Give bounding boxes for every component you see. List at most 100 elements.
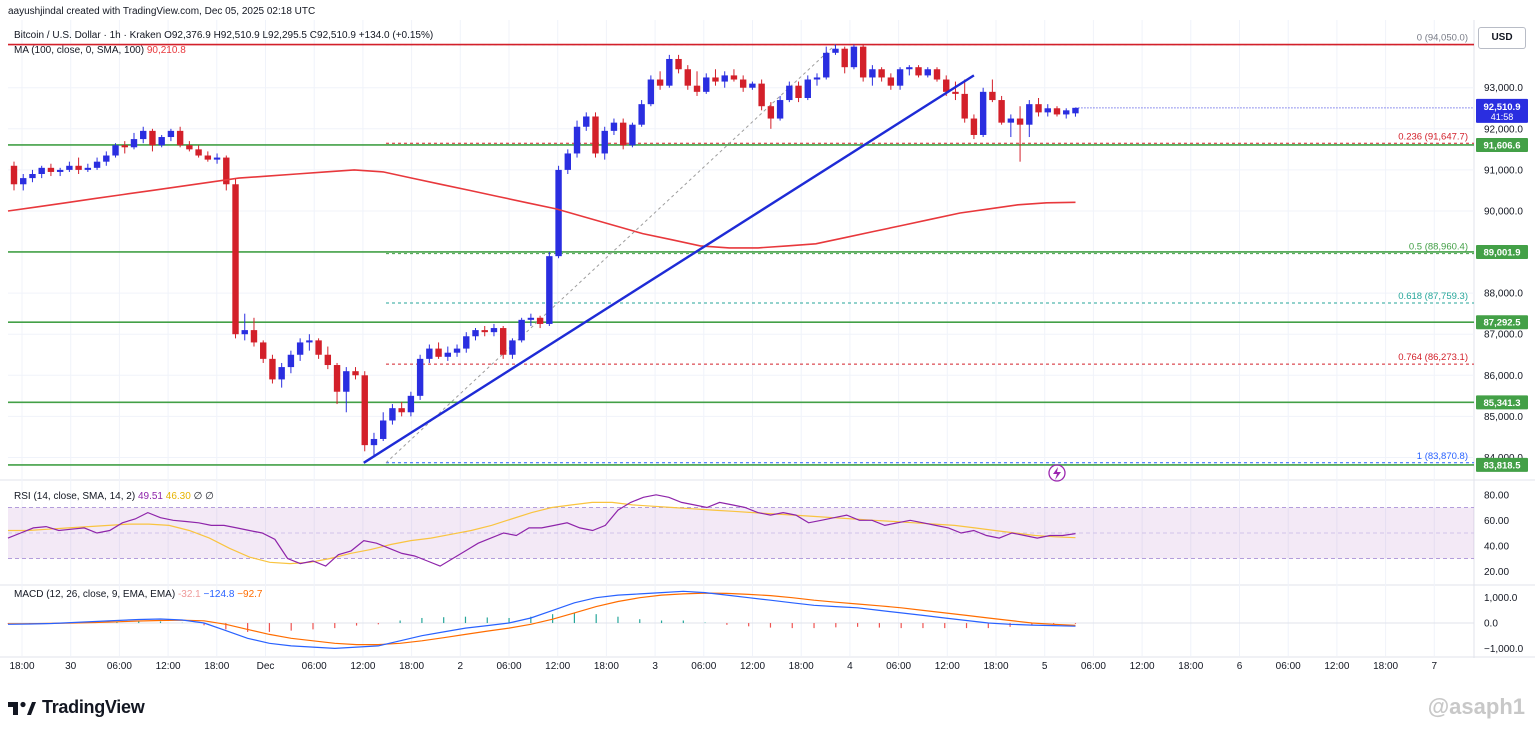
candle-body <box>573 126 581 154</box>
candle-body <box>444 352 452 357</box>
time-axis-tick-label: 3 <box>652 661 658 672</box>
candle-body <box>416 358 424 396</box>
time-axis-tick-label: 4 <box>847 661 853 672</box>
candle-body <box>93 161 101 168</box>
candle-body <box>140 130 147 140</box>
candle-body <box>730 75 738 80</box>
ma-legend: MA (100, close, 0, SMA, 100) 90,210.8 <box>14 45 186 56</box>
candle-body <box>250 330 258 343</box>
macd-axis-tick-label: −1,000.0 <box>1484 644 1524 655</box>
tradingview-logo[interactable]: TradingView <box>8 697 145 718</box>
fib-label-0.618: 0.618 (87,759.3) <box>1398 291 1468 302</box>
candle-body <box>924 69 931 76</box>
macd-label: MACD (12, 26, close, 9, EMA, EMA) <box>14 589 176 600</box>
candle-body <box>527 317 535 320</box>
candle-body <box>693 85 701 92</box>
candle-body <box>186 145 193 150</box>
candle-body <box>1063 110 1070 115</box>
time-axis-tick-label: 06:00 <box>302 661 327 672</box>
candle-body <box>453 348 461 353</box>
time-axis-tick-label: 30 <box>65 661 77 672</box>
time-axis-tick-label: 12:00 <box>545 661 570 672</box>
candle-body <box>739 79 747 88</box>
time-axis-tick-label: 06:00 <box>1081 661 1106 672</box>
level-price-tag-label: 87,292.5 <box>1484 318 1522 329</box>
candle-body <box>47 167 55 172</box>
symbol-title: Bitcoin / U.S. Dollar · 1h · Kraken <box>14 30 162 41</box>
candle-body <box>195 149 202 156</box>
time-axis-tick-label: 18:00 <box>1373 661 1398 672</box>
time-axis-tick-label: 18:00 <box>789 661 814 672</box>
watermark-text: @asaph1 <box>1427 694 1525 719</box>
candle-body <box>389 408 396 421</box>
candle-body <box>601 130 608 154</box>
candle-body <box>813 77 821 80</box>
price-axis-tick-label: 87,000.0 <box>1484 330 1523 341</box>
candle-body <box>776 100 784 119</box>
bar-countdown-label: 41:58 <box>1491 112 1514 122</box>
candle-body <box>103 155 110 162</box>
candle-body <box>333 365 341 392</box>
price-axis-tick-label: 92,000.0 <box>1484 124 1523 135</box>
candle-body <box>315 340 322 355</box>
rsi-axis-tick-label: 40.00 <box>1484 541 1509 552</box>
candle-body <box>1044 108 1051 113</box>
candle-body <box>703 77 710 92</box>
time-axis-tick-label: 12:00 <box>156 661 181 672</box>
candle-body <box>130 139 138 148</box>
candle-body <box>841 48 848 68</box>
price-axis-tick-label: 93,000.0 <box>1484 83 1523 94</box>
candle-body <box>499 328 507 355</box>
candle-body <box>998 100 1005 123</box>
level-price-tag-label: 91,606.6 <box>1484 140 1521 151</box>
candle-body <box>343 371 350 392</box>
level-price-tag-label: 83,818.5 <box>1484 460 1522 471</box>
time-axis-tick-label: 12:00 <box>1130 661 1155 672</box>
time-axis-tick-label: 06:00 <box>1276 661 1301 672</box>
macd-value: −124.8 <box>203 589 235 600</box>
candle-body <box>610 122 618 131</box>
candle-body <box>878 69 885 78</box>
time-axis-tick-label: 06:00 <box>886 661 911 672</box>
rsi-value: 49.51 <box>137 491 163 502</box>
candle-body <box>167 130 175 138</box>
candle-body <box>269 358 276 380</box>
candle-body <box>795 85 802 98</box>
trend-line <box>363 74 975 464</box>
candle-body <box>555 169 562 257</box>
price-axis-tick-label: 85,000.0 <box>1484 412 1523 423</box>
candle-body <box>915 67 922 76</box>
time-axis-tick-label: 18:00 <box>594 661 619 672</box>
time-axis-tick-label: 2 <box>458 661 464 672</box>
candle-body <box>684 69 691 86</box>
candle-body <box>213 157 221 160</box>
level-price-tag-label: 85,341.3 <box>1484 398 1521 409</box>
level-price-tag <box>1476 137 1528 152</box>
candle-body <box>370 438 378 446</box>
level-price-tag <box>1476 457 1528 472</box>
rsi-line <box>7 494 1076 567</box>
candle-body <box>56 169 64 172</box>
brand-name: TradingView <box>42 697 145 717</box>
price-axis-tick-label: 88,000.0 <box>1484 289 1523 300</box>
candle-body <box>518 319 525 341</box>
candle-body <box>407 395 415 413</box>
candle-body <box>352 371 359 376</box>
currency-button[interactable]: USD <box>1478 27 1526 49</box>
level-price-tag <box>1476 315 1528 330</box>
rsi-axis-tick-label: 20.00 <box>1484 567 1509 578</box>
candle-body <box>592 116 599 154</box>
macd-axis-tick-label: 0.0 <box>1484 619 1498 630</box>
candle-body <box>638 104 645 125</box>
fib-label-0.5: 0.5 (88,960.4) <box>1409 242 1468 253</box>
candle-body <box>278 367 285 380</box>
candle-body <box>149 130 156 146</box>
level-price-tag <box>1476 395 1528 410</box>
candle-body <box>232 184 239 335</box>
candle-body <box>546 256 553 324</box>
candle-body <box>823 52 830 78</box>
candle-body <box>906 67 913 70</box>
candle-body <box>306 340 313 343</box>
